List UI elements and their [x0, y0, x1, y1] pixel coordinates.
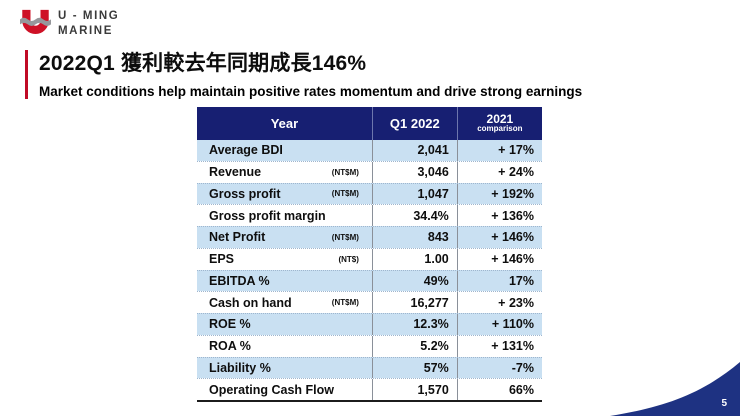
company-name-line2: MARINE	[58, 24, 113, 37]
slide-header: 2022Q1 獲利較去年同期成長146% Market conditions h…	[25, 47, 582, 99]
row-comparison-value: + 146%	[456, 227, 542, 248]
table-row: Revenue (NT$M) 3,046 + 24%	[197, 160, 542, 183]
row-q1-2022-value: 1,047	[371, 183, 457, 205]
row-unit: (NT$M)	[331, 189, 359, 199]
table-row: Gross profit (NT$M) 1,047 + 192%	[197, 182, 542, 205]
row-label: Revenue	[209, 165, 262, 180]
row-label: Gross profit	[209, 186, 281, 201]
financial-results-table: Year Q1 2022 2021 comparison Average BDI…	[197, 107, 542, 402]
table-header-row: Year Q1 2022 2021 comparison	[197, 107, 542, 140]
row-q1-2022-value: 1,570	[371, 379, 457, 400]
row-q1-2022-value: 34.4%	[371, 205, 457, 226]
company-logo: U - MING MARINE	[20, 8, 119, 39]
row-comparison-value: + 110%	[456, 314, 542, 335]
row-label: Cash on hand	[209, 295, 292, 310]
row-comparison-value: + 136%	[456, 205, 542, 226]
table-body: Average BDI 2,041 + 17% Revenue (NT$M) 3…	[197, 140, 542, 400]
row-q1-2022-value: 57%	[371, 357, 457, 379]
table-row: Cash on hand (NT$M) 16,277 + 23%	[197, 291, 542, 313]
row-q1-2022-value: 5.2%	[371, 335, 457, 357]
title-accent-bar	[25, 50, 28, 99]
table-row: ROA % 5.2% + 131%	[197, 334, 542, 357]
row-label-cell: ROA %	[197, 336, 372, 357]
row-comparison-value: + 24%	[456, 161, 542, 183]
row-label-cell: Average BDI	[197, 140, 372, 161]
row-comparison-value: + 23%	[456, 292, 542, 313]
row-label-cell: Net Profit (NT$M)	[197, 227, 372, 248]
row-q1-2022-value: 16,277	[371, 292, 457, 313]
row-label: ROA %	[209, 339, 251, 354]
row-label-cell: Gross profit (NT$M)	[197, 184, 372, 205]
table-row: Average BDI 2,041 + 17%	[197, 140, 542, 161]
row-comparison-value: 17%	[456, 270, 542, 292]
column-header-comparison-sub: comparison	[477, 124, 523, 134]
company-name: U - MING MARINE	[58, 9, 119, 39]
row-unit: (NT$M)	[331, 167, 359, 177]
u-ming-magnet-wave-icon	[20, 9, 51, 34]
row-comparison-value: + 131%	[456, 335, 542, 357]
row-q1-2022-value: 2,041	[371, 140, 457, 161]
slide-subtitle: Market conditions help maintain positive…	[39, 84, 583, 99]
row-label-cell: Cash on hand (NT$M)	[197, 292, 372, 313]
row-q1-2022-value: 12.3%	[371, 314, 457, 335]
row-label: ROE %	[209, 317, 251, 332]
row-label-cell: EBITDA %	[197, 271, 372, 292]
page-number: 5	[721, 398, 727, 409]
row-label: Gross profit margin	[209, 208, 326, 223]
column-header-q1-2022: Q1 2022	[371, 107, 457, 140]
company-name-line1: U - MING	[58, 9, 120, 22]
table-row: Gross profit margin 34.4% + 136%	[197, 204, 542, 226]
table-row: Net Profit (NT$M) 843 + 146%	[197, 226, 542, 248]
column-header-2021: 2021	[486, 111, 514, 126]
column-header-2021-comparison: 2021 comparison	[456, 107, 542, 140]
row-label-cell: Liability %	[197, 358, 372, 379]
row-label: EPS	[209, 252, 235, 267]
row-label-cell: Revenue (NT$M)	[197, 162, 372, 183]
row-q1-2022-value: 1.00	[371, 248, 457, 270]
row-comparison-value: 66%	[456, 379, 542, 400]
row-comparison-value: -7%	[456, 357, 542, 379]
row-comparison-value: + 192%	[456, 183, 542, 205]
row-label-cell: Gross profit margin	[197, 205, 372, 226]
table-row: EPS (NT$) 1.00 + 146%	[197, 247, 542, 270]
row-label-cell: EPS (NT$)	[197, 249, 372, 270]
row-label-cell: Operating Cash Flow	[197, 379, 372, 400]
table-row: Operating Cash Flow 1,570 66%	[197, 378, 542, 400]
column-header-year: Year	[270, 116, 299, 131]
row-comparison-value: + 17%	[456, 140, 542, 161]
table-row: Liability % 57% -7%	[197, 356, 542, 379]
row-comparison-value: + 146%	[456, 248, 542, 270]
table-row: ROE % 12.3% + 110%	[197, 313, 542, 335]
table-row: EBITDA % 49% 17%	[197, 269, 542, 292]
slide-title: 2022Q1 獲利較去年同期成長146%	[39, 52, 367, 75]
row-label: EBITDA %	[209, 273, 270, 288]
row-label: Operating Cash Flow	[209, 382, 335, 397]
row-label: Liability %	[209, 360, 271, 375]
row-q1-2022-value: 843	[371, 227, 457, 248]
row-unit: (NT$M)	[331, 232, 359, 242]
row-q1-2022-value: 3,046	[371, 161, 457, 183]
row-unit: (NT$M)	[331, 298, 359, 308]
row-label-cell: ROE %	[197, 314, 372, 335]
row-q1-2022-value: 49%	[371, 270, 457, 292]
row-label: Net Profit	[209, 230, 266, 245]
row-unit: (NT$)	[338, 254, 359, 264]
row-label: Average BDI	[209, 143, 283, 158]
